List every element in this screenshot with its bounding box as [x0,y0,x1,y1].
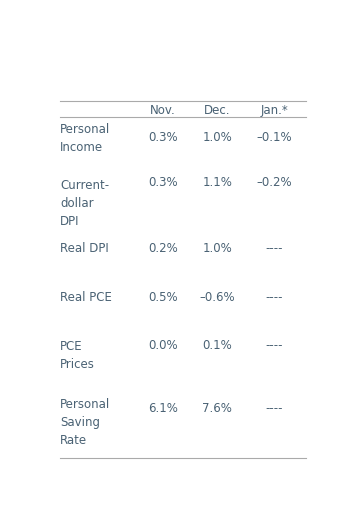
Text: Real PCE: Real PCE [61,291,112,304]
Text: 1.0%: 1.0% [202,242,232,255]
Text: Current-
dollar
DPI: Current- dollar DPI [61,179,109,228]
Text: 0.2%: 0.2% [148,242,177,255]
Text: Nov.: Nov. [150,104,176,118]
Text: Personal
Saving
Rate: Personal Saving Rate [61,398,111,447]
Text: 0.5%: 0.5% [148,291,177,304]
Text: 0.0%: 0.0% [148,339,177,352]
Text: –0.2%: –0.2% [257,177,292,189]
Text: Personal
Income: Personal Income [61,123,111,154]
Text: 0.3%: 0.3% [148,131,177,144]
Text: Dec.: Dec. [204,104,231,118]
Text: 1.1%: 1.1% [202,177,232,189]
Text: Real DPI: Real DPI [61,242,109,255]
Text: ----: ---- [266,291,283,304]
Text: –0.1%: –0.1% [257,131,292,144]
Text: 0.1%: 0.1% [202,339,232,352]
Text: ----: ---- [266,242,283,255]
Text: 0.3%: 0.3% [148,177,177,189]
Text: ----: ---- [266,402,283,415]
Text: ----: ---- [266,339,283,352]
Text: 7.6%: 7.6% [202,402,232,415]
Text: 1.0%: 1.0% [202,131,232,144]
Text: PCE
Prices: PCE Prices [61,340,95,371]
Text: –0.6%: –0.6% [200,291,235,304]
Text: 6.1%: 6.1% [148,402,178,415]
Text: Jan.*: Jan.* [260,104,288,118]
